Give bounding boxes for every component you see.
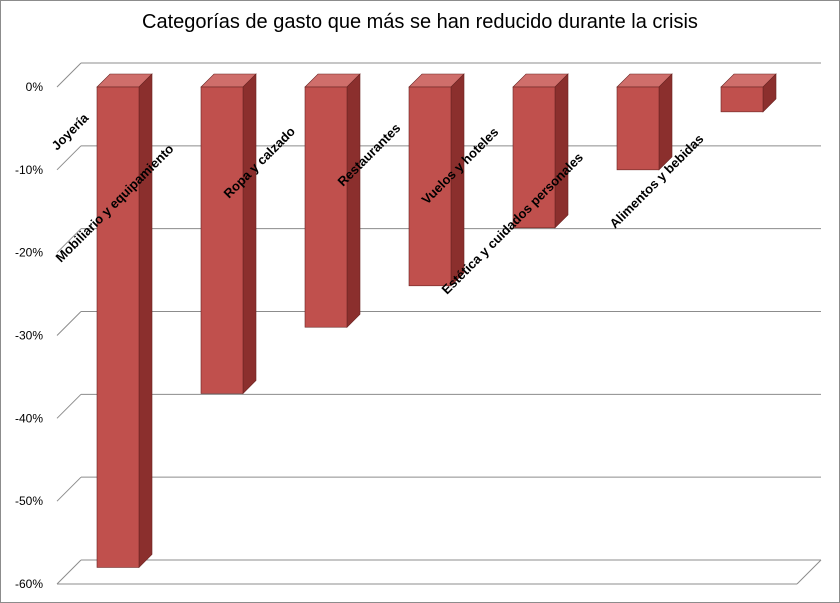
bar-front (96, 86, 140, 568)
bar (408, 73, 465, 287)
gridline-diagonal (56, 559, 82, 585)
bar-front (200, 86, 244, 394)
bar-side (138, 73, 153, 569)
bar-side (554, 73, 569, 229)
y-tick-label: -40% (15, 411, 43, 425)
gridline-diagonal (56, 145, 82, 171)
y-tick-label: -20% (15, 246, 43, 260)
bar (616, 73, 673, 171)
bar (96, 73, 153, 569)
bar-side (242, 73, 257, 395)
bar (512, 73, 569, 229)
bar (720, 73, 777, 113)
bar-front (304, 86, 348, 328)
bar-front (512, 86, 556, 229)
y-axis-ticks: 0% -10% -20% -30% -40% -50% -60% (15, 80, 43, 591)
y-tick-label: -30% (15, 329, 43, 343)
bar-front (720, 86, 764, 113)
bars (96, 73, 777, 569)
y-tick-label: 0% (26, 80, 44, 94)
gridlines (56, 62, 822, 585)
bar-front (616, 86, 660, 171)
gridline-diagonal (56, 311, 82, 336)
bar-side (346, 73, 361, 328)
floor-diagonal (796, 559, 822, 585)
gridline-diagonal (56, 393, 82, 419)
gridline-diagonal (56, 62, 82, 88)
category-label: Joyería (49, 110, 92, 153)
y-tick-label: -60% (15, 577, 43, 591)
gridline-diagonal (56, 476, 82, 502)
y-tick-label: -10% (15, 163, 43, 177)
y-tick-label: -50% (15, 494, 43, 508)
bar (304, 73, 361, 328)
bar (200, 73, 257, 395)
chart-title: Categorías de gasto que más se han reduc… (142, 11, 698, 33)
gridline-diagonal (56, 228, 82, 254)
bar-front (408, 86, 452, 287)
bar-side (658, 73, 673, 171)
